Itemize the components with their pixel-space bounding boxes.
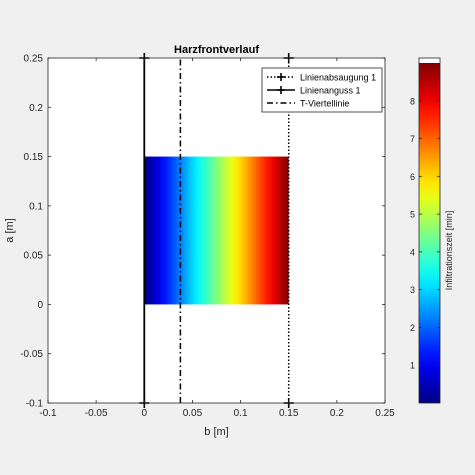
heatmap-layer (144, 156, 289, 305)
y-tick-label: -0.05 (20, 349, 43, 360)
y-tick-label: 0.15 (24, 152, 44, 163)
x-tick-label: 0.15 (279, 408, 299, 419)
colorbar-tick-label: 5 (410, 210, 415, 220)
colorbar: 1 2 3 4 5 6 7 8 Infiltrationszeit [min] (410, 57, 454, 404)
colorbar-tick-label: 7 (410, 134, 415, 144)
legend-entry-3: T-Viertellinie (267, 99, 349, 109)
x-tick-label: 0.1 (234, 408, 248, 419)
heatmap-field (144, 156, 289, 305)
plot-frame (47, 57, 386, 404)
colorbar-tick-label: 2 (410, 323, 415, 333)
legend-label: Linienanguss 1 (300, 86, 361, 96)
y-tick-label: 0.1 (29, 201, 43, 212)
legend-entry-2: Linienanguss 1 (267, 86, 361, 96)
colorbar-tick-label: 8 (410, 96, 415, 106)
x-tick-label: 0 (142, 408, 148, 419)
colorbar-cap (419, 58, 440, 63)
y-tick-label: 0.25 (24, 54, 44, 65)
x-tick-label: -0.1 (39, 408, 57, 419)
y-tick-label: 0.2 (29, 103, 43, 114)
colorbar-tick-label: 1 (410, 361, 415, 371)
legend-label: Linienabsaugung 1 (300, 73, 376, 83)
colorbar-tick-label: 4 (410, 247, 415, 257)
colorbar-tick-label: 6 (410, 172, 415, 182)
y-tick-label: -0.1 (26, 399, 44, 410)
chart-title: Harzfrontverlauf (174, 44, 259, 56)
x-tick-label: 0.2 (330, 408, 344, 419)
x-axis-label: b [m] (204, 426, 228, 438)
x-tick-label: 0.25 (375, 408, 395, 419)
x-tick-label: -0.05 (85, 408, 108, 419)
x-tick-label: 0.05 (183, 408, 203, 419)
y-tick-label: 0 (37, 300, 43, 311)
legend: Linienabsaugung 1 Linienanguss 1 T-Viertel… (261, 67, 383, 113)
y-axis-label: a [m] (4, 218, 16, 242)
colorbar-label: Infiltrationszeit [min] (444, 211, 454, 291)
legend-label: T-Viertellinie (300, 99, 349, 109)
colorbar-gradient (419, 63, 440, 403)
colorbar-tick-label: 3 (410, 285, 415, 295)
legend-entry-1: Linienabsaugung 1 (267, 73, 376, 83)
axis-ticks: -0.1 -0.05 0 0.05 0.1 0.15 0.2 0.25 -0.1 -0.05 0 0.… (20, 54, 395, 420)
y-tick-label: 0.05 (24, 251, 44, 262)
